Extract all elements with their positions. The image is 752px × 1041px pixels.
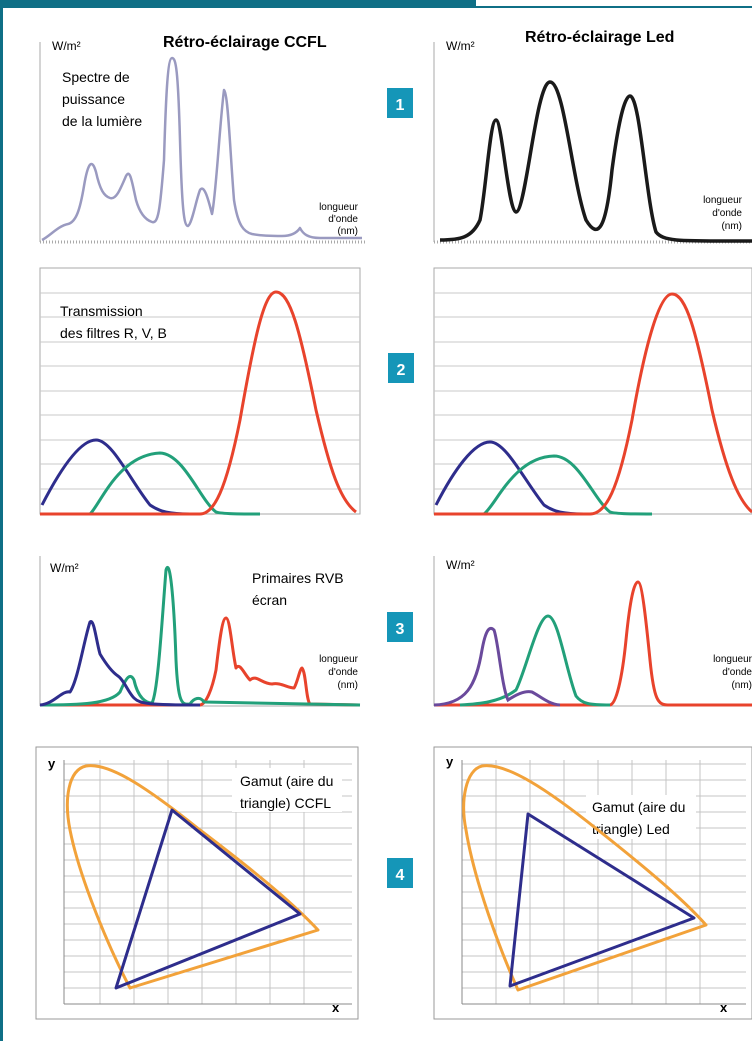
panel-led-transmission [433,267,752,516]
wavelength-label-1: longueur [713,654,752,665]
blue-filter-curve [434,440,585,516]
transmission-label-1: Transmission [60,303,143,319]
row-number: 3 [396,621,405,638]
primaires-label-2: écran [252,592,287,608]
gamut-led-label-1: Gamut (aire du [592,799,685,815]
y-axis-label: y [446,754,454,769]
wavelength-label-1: longueur [703,195,743,206]
wavelength-label-3: (nm) [721,221,742,232]
red-filter-curve [434,292,752,516]
spectral-locus [462,764,708,992]
x-axis-label: x [720,1000,728,1015]
green-filter-curve [482,454,653,516]
wavelength-label-2: d'onde [712,208,742,219]
green-filter-curve [88,451,261,516]
row-badge-4: 4 [387,858,413,888]
wavelength-label-2: d'onde [722,667,752,678]
primaires-label-1: Primaires RVB [252,570,344,586]
y-unit-label: W/m² [446,39,475,53]
spectral-locus [65,764,320,990]
wavelength-label-3: (nm) [337,680,358,691]
spectre-label-1: Spectre de [62,69,130,85]
row-number: 1 [396,97,405,114]
wavelength-label-2: d'onde [328,214,358,225]
green-primary-curve [39,566,361,707]
ccfl-title: Rétro-éclairage CCFL [163,34,327,51]
y-unit-label: W/m² [446,558,475,572]
panel-led-spectrum: W/m² Rétro-éclairage Led longueur d'onde… [433,29,752,244]
y-axis-label: y [48,756,56,771]
panel-ccfl-transmission: Transmission des filtres R, V, B [39,267,361,516]
led-spectrum-line [439,80,752,243]
blue-filter-curve [40,438,191,516]
panel-ccfl-gamut: y x Gamut (aire du triangle) CCFL [35,746,359,1020]
gamut-ccfl-label-2: triangle) CCFL [240,795,331,811]
red-primary-curve [40,616,361,707]
gamut-led-label-2: triangle) Led [592,821,670,837]
panel-led-gamut: y x Gamut (aire du triangle) Led [433,746,752,1020]
transmission-label-2: des filtres R, V, B [60,325,167,341]
wavelength-label-3: (nm) [337,226,358,237]
spectre-label-2: puissance [62,91,125,107]
row-badge-1: 1 [387,88,413,118]
gamut-ccfl-label-1: Gamut (aire du [240,773,333,789]
plot-frame [433,746,752,1020]
row-number: 2 [397,362,406,379]
blue-primary-curve [433,626,561,707]
ccfl-spectrum-line [41,56,362,242]
led-title: Rétro-éclairage Led [525,29,674,46]
gamut-triangle [114,808,302,990]
row-badge-3: 3 [387,612,413,642]
gamut-triangle [508,812,696,988]
x-axis-label: x [332,1000,340,1015]
red-primary-curve [434,580,752,707]
wavelength-label-1: longueur [319,202,359,213]
header-tab-gap [476,0,752,6]
y-unit-label: W/m² [50,561,79,575]
wavelength-label-2: d'onde [328,667,358,678]
y-unit-label: W/m² [52,39,81,53]
blue-primary-curve [39,620,201,707]
green-primary-curve [459,614,611,707]
wavelength-label-1: longueur [319,654,359,665]
red-filter-curve [40,290,357,516]
panel-led-primaries: W/m² longueur d'onde (nm) [433,556,752,707]
row-number: 4 [396,867,405,884]
row-badge-2: 2 [388,353,414,383]
label-bg [232,768,342,812]
spectre-label-3: de la lumière [62,113,142,129]
wavelength-label-3: (nm) [731,680,752,691]
panel-ccfl-spectrum: W/m² Rétro-éclairage CCFL Spectre de pui… [39,34,365,244]
panel-ccfl-primaries: W/m² Primaires RVB écran longueur d'onde… [39,556,361,707]
label-bg [586,795,696,839]
